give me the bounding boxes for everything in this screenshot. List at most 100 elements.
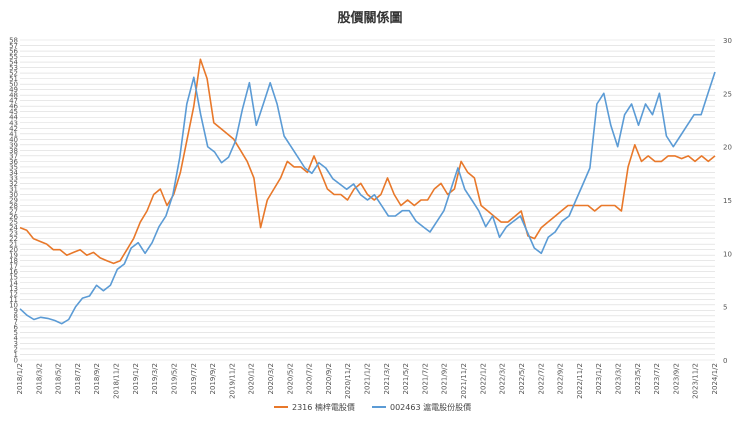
left-tick-label: 14 xyxy=(9,279,18,287)
left-tick-label: 17 xyxy=(9,263,18,271)
x-tick-label: 2019/3/2 xyxy=(151,363,159,394)
x-tick-label: 2019/7/2 xyxy=(190,363,198,394)
x-tick-label: 2022/11/2 xyxy=(576,363,584,399)
left-tick-label: 36 xyxy=(9,158,18,166)
x-tick-label: 2021/7/2 xyxy=(421,363,429,394)
left-tick-label: 29 xyxy=(9,197,18,205)
x-tick-label: 2024/1/2 xyxy=(711,363,719,394)
x-tick-label: 2022/9/2 xyxy=(557,363,565,394)
legend-label-002463: 002463 滬電股份股價 xyxy=(390,402,471,412)
x-tick-label: 2019/5/2 xyxy=(170,363,178,394)
left-tick-label: 44 xyxy=(9,114,18,122)
x-tick-label: 2020/3/2 xyxy=(267,363,275,394)
x-tick-label: 2020/1/2 xyxy=(248,363,256,394)
x-tick-label: 2018/1/2 xyxy=(16,363,24,394)
x-tick-label: 2022/3/2 xyxy=(499,363,507,394)
left-tick-label: 43 xyxy=(9,119,18,127)
left-tick-label: 46 xyxy=(9,103,18,111)
left-tick-label: 34 xyxy=(9,169,18,177)
left-tick-label: 56 xyxy=(9,48,18,56)
x-tick-label: 2023/9/2 xyxy=(672,363,680,394)
left-tick-label: 24 xyxy=(9,224,18,232)
left-tick-label: 30 xyxy=(9,191,18,199)
left-tick-label: 38 xyxy=(9,147,18,155)
x-tick-label: 2018/7/2 xyxy=(74,363,82,394)
right-tick-label: 10 xyxy=(723,250,732,258)
left-tick-label: 16 xyxy=(9,268,18,276)
right-y-axis: 0 5 10 15 20 25 30 xyxy=(723,37,732,365)
left-tick-label: 25 xyxy=(9,219,18,227)
right-tick-label: 30 xyxy=(723,37,732,45)
left-tick-label: 2 xyxy=(14,345,18,353)
left-tick-label: 8 xyxy=(14,312,18,320)
left-tick-label: 20 xyxy=(9,246,18,254)
x-tick-label: 2020/11/2 xyxy=(344,363,352,399)
left-tick-label: 21 xyxy=(9,241,18,249)
right-tick-label: 20 xyxy=(723,144,732,152)
x-tick-label: 2021/5/2 xyxy=(402,363,410,394)
left-tick-label: 19 xyxy=(9,252,18,260)
left-tick-label: 33 xyxy=(9,174,18,182)
left-tick-label: 41 xyxy=(9,130,18,138)
left-tick-label: 1 xyxy=(14,351,18,359)
left-tick-label: 26 xyxy=(9,213,18,221)
left-tick-label: 51 xyxy=(9,75,18,83)
left-tick-label: 5 xyxy=(14,329,18,337)
left-tick-label: 52 xyxy=(9,70,18,78)
left-tick-label: 18 xyxy=(9,257,18,265)
x-tick-label: 2020/5/2 xyxy=(286,363,294,394)
x-tick-label: 2023/11/2 xyxy=(692,363,700,399)
x-tick-label: 2021/9/2 xyxy=(441,363,449,394)
left-tick-label: 50 xyxy=(9,81,18,89)
left-tick-label: 39 xyxy=(9,141,18,149)
left-tick-label: 37 xyxy=(9,152,18,160)
left-tick-label: 11 xyxy=(9,296,18,304)
x-tick-label: 2023/3/2 xyxy=(614,363,622,394)
left-tick-label: 3 xyxy=(14,340,18,348)
x-axis: 2018/1/2 2018/3/2 2018/5/2 2018/7/2 2018/9/2… xyxy=(16,363,719,399)
x-tick-label: 2022/7/2 xyxy=(537,363,545,394)
x-tick-label: 2020/9/2 xyxy=(325,363,333,394)
left-tick-label: 40 xyxy=(9,136,18,144)
left-tick-label: 48 xyxy=(9,92,18,100)
left-tick-label: 6 xyxy=(14,323,19,331)
x-tick-label: 2018/9/2 xyxy=(93,363,101,394)
left-tick-label: 42 xyxy=(9,125,18,133)
x-tick-label: 2020/7/2 xyxy=(306,363,314,394)
left-tick-label: 28 xyxy=(9,202,18,210)
right-tick-label: 25 xyxy=(723,90,732,98)
series-line-0 xyxy=(19,58,716,265)
left-tick-label: 54 xyxy=(9,59,18,67)
left-tick-label: 27 xyxy=(9,208,18,216)
x-tick-label: 2023/7/2 xyxy=(653,363,661,394)
left-tick-label: 4 xyxy=(14,334,19,342)
x-tick-label: 2021/3/2 xyxy=(383,363,391,394)
left-tick-label: 32 xyxy=(9,180,18,188)
x-tick-label: 2018/5/2 xyxy=(55,363,63,394)
x-tick-label: 2021/1/2 xyxy=(364,363,372,394)
left-tick-label: 45 xyxy=(9,108,18,116)
left-tick-label: 35 xyxy=(9,163,18,171)
right-tick-label: 15 xyxy=(723,197,732,205)
x-tick-label: 2018/11/2 xyxy=(113,363,121,399)
left-tick-label: 49 xyxy=(9,86,18,94)
left-tick-label: 57 xyxy=(9,42,18,50)
series-line-1 xyxy=(19,71,716,325)
left-tick-label: 13 xyxy=(9,285,18,293)
legend-label-2316: 2316 楠梓電股價 xyxy=(292,402,355,412)
x-tick-label: 2021/11/2 xyxy=(460,363,468,399)
right-tick-label: 0 xyxy=(723,357,727,365)
x-tick-label: 2023/5/2 xyxy=(634,363,642,394)
x-tick-label: 2019/1/2 xyxy=(132,363,140,394)
left-tick-label: 53 xyxy=(9,64,18,72)
x-tick-label: 2023/1/2 xyxy=(595,363,603,394)
x-tick-label: 2018/3/2 xyxy=(35,363,43,394)
x-tick-label: 2019/11/2 xyxy=(228,363,236,399)
left-tick-label: 15 xyxy=(9,274,18,282)
left-tick-label: 9 xyxy=(14,307,18,315)
left-tick-label: 22 xyxy=(9,235,18,243)
left-tick-label: 0 xyxy=(14,357,18,365)
left-y-axis: 0123456789101112131415161718192021222324… xyxy=(9,37,18,365)
right-tick-label: 5 xyxy=(723,304,727,312)
